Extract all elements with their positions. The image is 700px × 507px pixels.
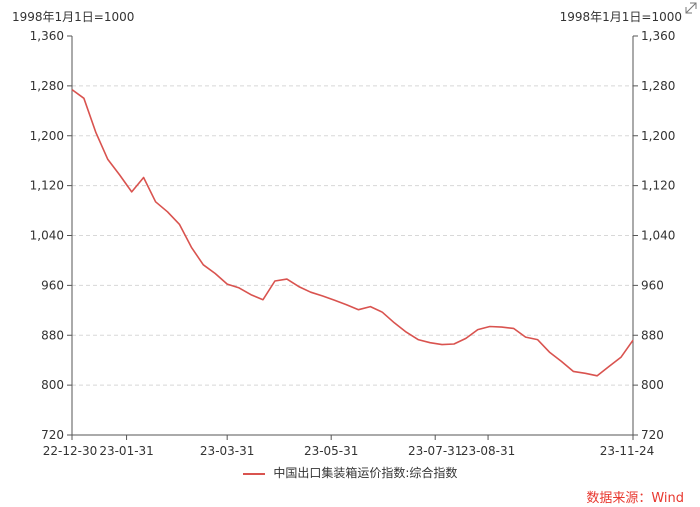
data-point xyxy=(620,356,622,358)
data-point xyxy=(381,311,383,313)
data-point xyxy=(250,294,252,296)
x-tick-label: 23-05-31 xyxy=(304,444,358,458)
x-tick-label: 23-07-31 xyxy=(408,444,462,458)
data-point xyxy=(417,338,419,340)
data-point xyxy=(524,336,526,338)
expand-arrows-icon[interactable] xyxy=(685,2,697,14)
data-point xyxy=(357,308,359,310)
data-point xyxy=(596,375,598,377)
x-tick-label: 23-01-31 xyxy=(99,444,153,458)
y-axis-unit-right: 1998年1月1日=1000 xyxy=(559,10,682,24)
y-tick-label-left: 1,200 xyxy=(30,129,64,143)
data-point xyxy=(262,299,264,301)
data-point xyxy=(584,372,586,374)
x-tick-label: 23-08-31 xyxy=(461,444,515,458)
y-tick-label-left: 1,280 xyxy=(30,79,64,93)
data-point xyxy=(453,343,455,345)
data-point xyxy=(238,287,240,289)
y-tick-label-right: 1,200 xyxy=(641,129,675,143)
y-tick-label-right: 1,280 xyxy=(641,79,675,93)
legend-swatch xyxy=(242,472,265,475)
y-tick-label-right: 880 xyxy=(641,328,664,342)
data-point xyxy=(286,278,288,280)
data-point xyxy=(560,360,562,362)
y-tick-label-right: 1,360 xyxy=(641,29,675,43)
data-point xyxy=(369,305,371,307)
data-point xyxy=(393,322,395,324)
data-point xyxy=(333,299,335,301)
data-point xyxy=(321,295,323,297)
y-tick-label-left: 1,120 xyxy=(30,179,64,193)
line-chart: 720 720 800 800 880 880 960 960 1,040 1,040 1,120 1… xyxy=(30,29,676,458)
data-point xyxy=(119,174,121,176)
data-point xyxy=(632,339,634,341)
x-tick-label: 23-03-31 xyxy=(200,444,254,458)
data-point xyxy=(441,343,443,345)
data-point xyxy=(429,342,431,344)
y-tick-label-right: 800 xyxy=(641,378,664,392)
data-point xyxy=(477,328,479,330)
data-point xyxy=(107,158,109,160)
y-tick-label-right: 1,040 xyxy=(641,229,675,243)
y-tick-label-right: 960 xyxy=(641,278,664,292)
y-tick-label-left: 1,040 xyxy=(30,229,64,243)
y-tick-label-left: 1,360 xyxy=(30,29,64,43)
data-point xyxy=(154,201,156,203)
data-point xyxy=(130,191,132,193)
x-tick-label: 22-12-30 xyxy=(43,444,97,458)
legend[interactable]: 中国出口集装箱运价指数:综合指数 xyxy=(0,464,700,481)
data-point xyxy=(489,325,491,327)
axes: 720 720 800 800 880 880 960 960 1,040 1,040 1,120 1… xyxy=(30,29,676,458)
y-tick-label-right: 720 xyxy=(641,428,664,442)
data-point xyxy=(83,97,85,99)
y-tick-label-left: 880 xyxy=(41,328,64,342)
data-source-note: 数据来源：Wind xyxy=(586,491,684,506)
data-point xyxy=(548,351,550,353)
data-point xyxy=(202,264,204,266)
data-point xyxy=(501,326,503,328)
data-point xyxy=(214,272,216,274)
y-tick-label-left: 960 xyxy=(41,278,64,292)
data-point xyxy=(310,291,312,293)
data-point xyxy=(465,337,467,339)
y-tick-label-left: 720 xyxy=(41,428,64,442)
data-point xyxy=(95,131,97,133)
y-tick-label-left: 800 xyxy=(41,378,64,392)
legend-label: 中国出口集装箱运价指数:综合指数 xyxy=(273,466,458,480)
x-tick-label: 23-11-24 xyxy=(600,444,654,458)
series-layer xyxy=(71,88,634,377)
data-point xyxy=(512,327,514,329)
y-tick-label-right: 1,120 xyxy=(641,179,675,193)
series-line xyxy=(71,88,634,377)
data-point xyxy=(190,246,192,248)
data-point xyxy=(226,283,228,285)
data-point xyxy=(298,285,300,287)
data-point xyxy=(608,365,610,367)
data-point xyxy=(178,223,180,225)
data-point xyxy=(536,338,538,340)
data-point xyxy=(166,211,168,213)
grid-lines xyxy=(72,85,633,386)
data-point xyxy=(572,370,574,372)
data-point xyxy=(71,88,73,90)
data-point xyxy=(345,304,347,306)
data-point xyxy=(405,331,407,333)
y-axis-unit-left: 1998年1月1日=1000 xyxy=(12,10,135,24)
data-point xyxy=(274,280,276,282)
data-point xyxy=(142,176,144,178)
